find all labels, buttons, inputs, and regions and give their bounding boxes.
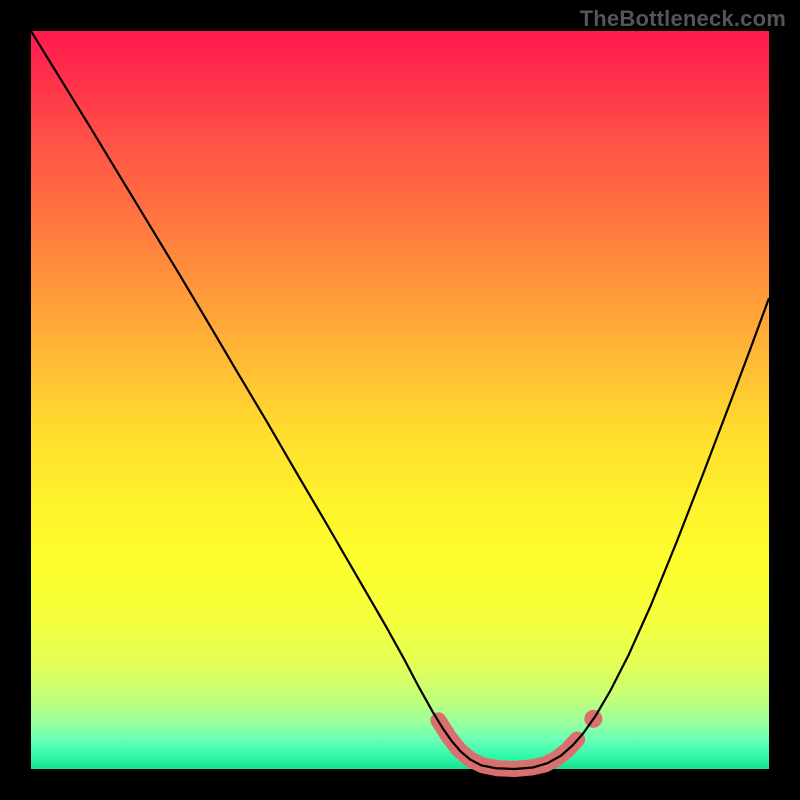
plot-background [31,31,769,769]
bottleneck-chart [0,0,800,800]
chart-svg [0,0,800,800]
watermark-text: TheBottleneck.com [580,6,786,32]
